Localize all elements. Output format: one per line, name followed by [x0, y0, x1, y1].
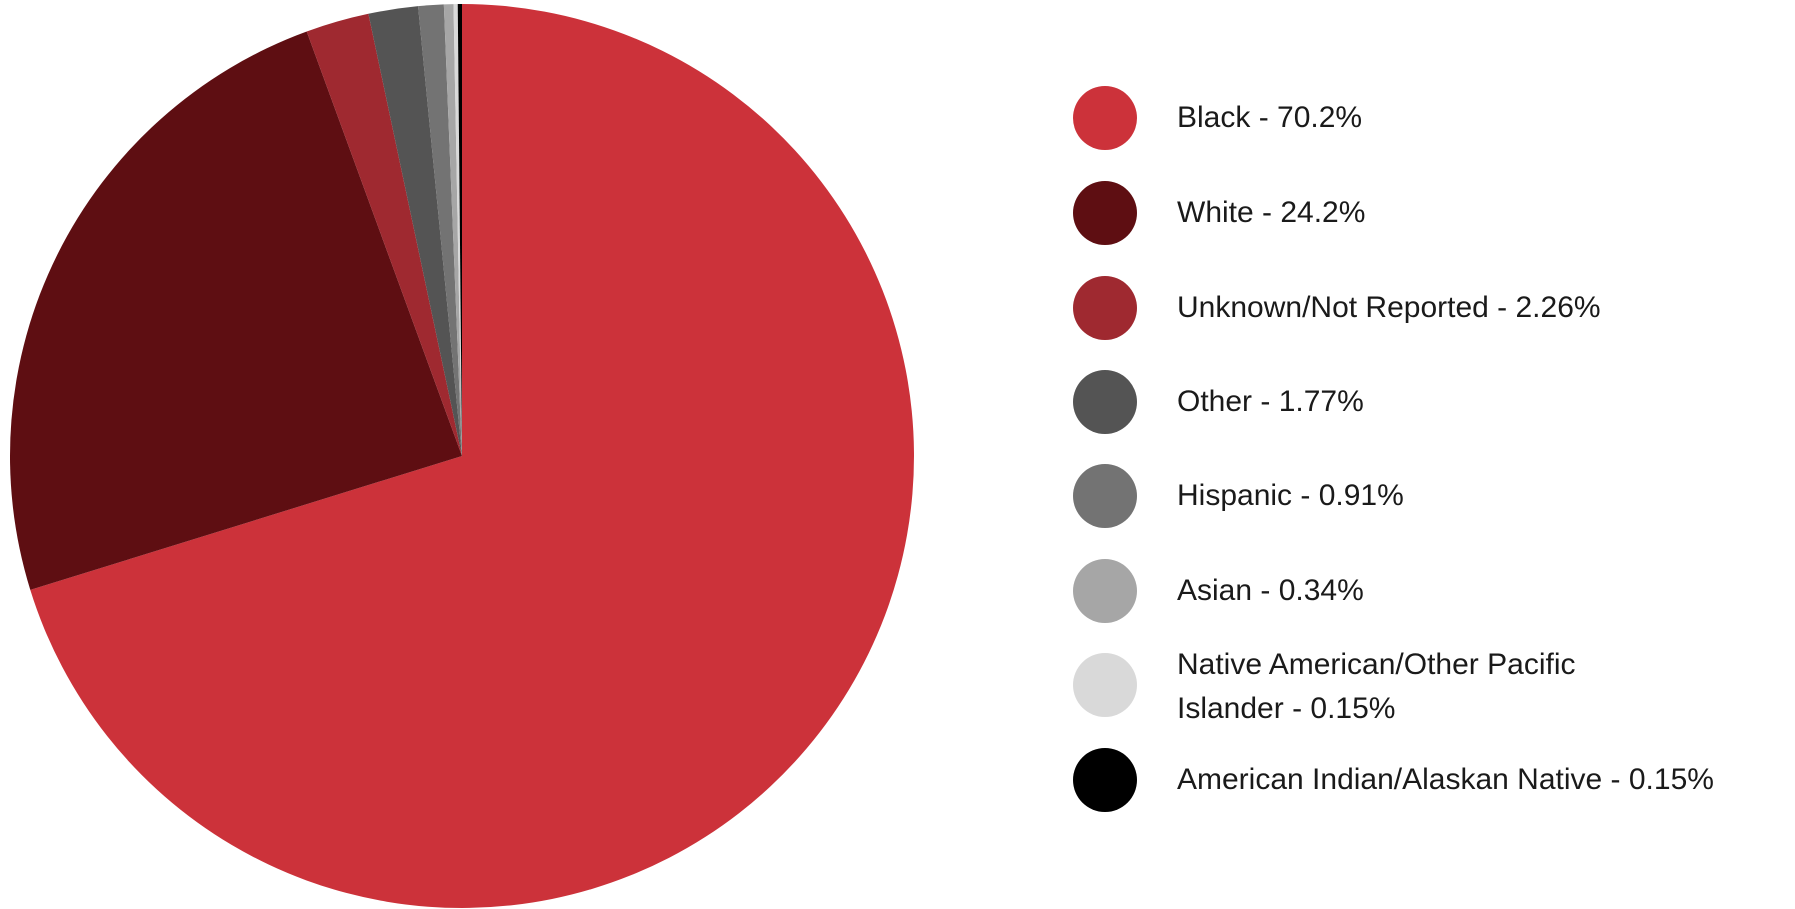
- legend-item-other: Other - 1.77%: [1073, 370, 1795, 434]
- legend-item-asian: Asian - 0.34%: [1073, 559, 1795, 623]
- legend-swatch-asian: [1073, 559, 1137, 623]
- legend-item-native-american: Native American/Other Pacific Islander -…: [1073, 648, 1677, 731]
- legend-item-black: Black - 70.2%: [1073, 86, 1795, 150]
- legend-swatch-hispanic: [1073, 464, 1137, 528]
- legend-swatch-american-indian: [1073, 748, 1137, 812]
- pie-slice-5: [443, 4, 462, 457]
- legend-label-unknown: Unknown/Not Reported - 2.26%: [1177, 291, 1601, 324]
- legend-item-white: White - 24.2%: [1073, 181, 1795, 245]
- legend-item-hispanic: Hispanic - 0.91%: [1073, 464, 1795, 528]
- pie-slice-3: [368, 6, 462, 456]
- pie-slice-1: [9, 31, 462, 590]
- legend-swatch-unknown: [1073, 276, 1137, 340]
- legend-label-native-american: Native American/Other Pacific Islander -…: [1177, 648, 1576, 725]
- legend-label-asian: Asian - 0.34%: [1177, 574, 1364, 607]
- pie-slice-0: [30, 4, 914, 908]
- legend-label-hispanic: Hispanic - 0.91%: [1177, 479, 1404, 512]
- pie-slice-4: [418, 4, 462, 457]
- legend-label-american-indian: American Indian/Alaskan Native - 0.15%: [1177, 763, 1714, 796]
- legend-swatch-black: [1073, 86, 1137, 150]
- pie-slice-2: [306, 13, 462, 457]
- legend-swatch-native-american: [1073, 653, 1137, 717]
- legend-item-unknown: Unknown/Not Reported - 2.26%: [1073, 276, 1795, 340]
- legend-item-american-indian: American Indian/Alaskan Native - 0.15%: [1073, 748, 1795, 812]
- legend-label-other: Other - 1.77%: [1177, 385, 1364, 418]
- legend-swatch-other: [1073, 370, 1137, 434]
- legend-label-white: White - 24.2%: [1177, 196, 1366, 229]
- pie-slice-7: [457, 3, 462, 456]
- legend-swatch-white: [1073, 181, 1137, 245]
- pie-slice-6: [453, 4, 462, 457]
- pie-chart: [9, 3, 914, 908]
- legend-label-black: Black - 70.2%: [1177, 101, 1363, 134]
